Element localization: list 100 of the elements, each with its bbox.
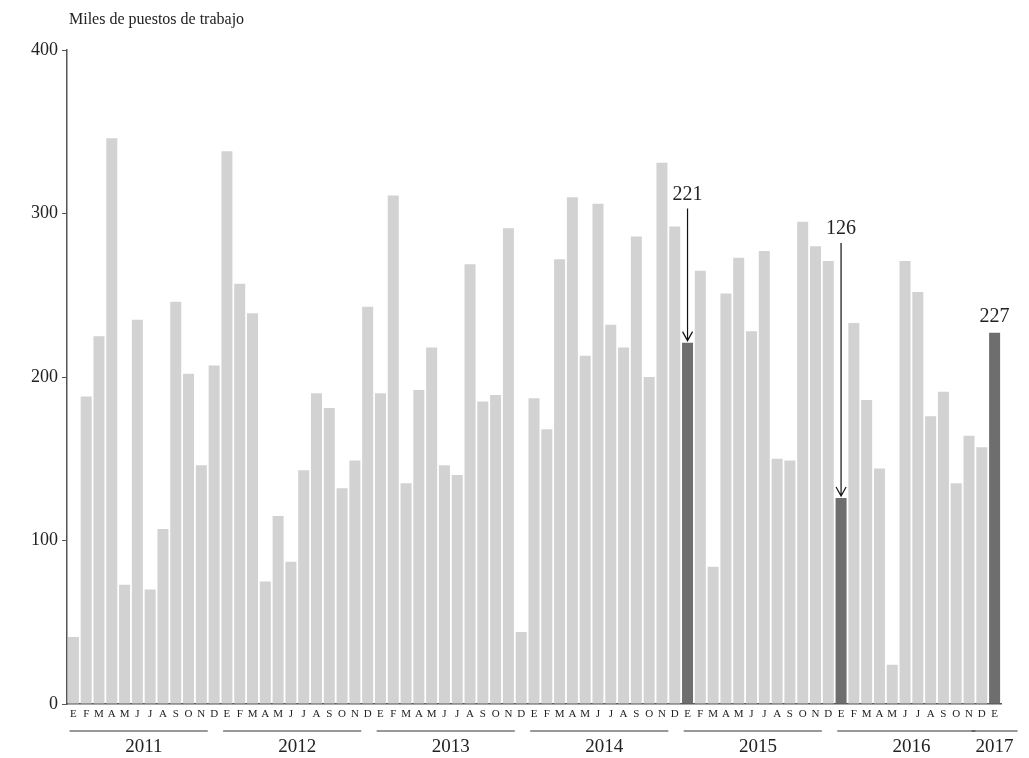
x-tick-label: D <box>824 707 833 720</box>
x-tick-label: J <box>595 707 601 720</box>
bar <box>950 483 962 704</box>
y-axis-title: Miles de puestos de trabajo <box>69 10 245 29</box>
bar <box>374 393 386 704</box>
x-tick-label: D <box>977 707 986 720</box>
x-tick-label: J <box>135 707 141 720</box>
y-tick-label: 100 <box>31 529 58 550</box>
bar <box>873 468 885 704</box>
y-tick-label: 0 <box>49 692 58 713</box>
bar <box>809 246 821 704</box>
x-tick-label: M <box>887 707 898 720</box>
text: 2015 <box>738 734 777 756</box>
x-tick-label: N <box>197 707 206 720</box>
x-tick-label: A <box>261 707 270 720</box>
bar <box>682 342 694 704</box>
x-tick-label: O <box>338 707 347 720</box>
bar <box>502 228 514 704</box>
text: 2014 <box>585 734 624 756</box>
x-tick-label: S <box>786 707 793 720</box>
x-tick-label: A <box>773 707 782 720</box>
bar <box>989 332 1001 704</box>
x-tick-label: J <box>915 707 921 720</box>
x-tick-label: J <box>902 707 908 720</box>
x-tick-label: S <box>326 707 333 720</box>
bar <box>746 331 758 704</box>
bar <box>758 251 770 704</box>
bar <box>886 664 898 704</box>
x-tick-label: M <box>119 707 130 720</box>
x-tick-label: E <box>223 707 231 720</box>
bar <box>605 324 617 704</box>
x-tick-label: E <box>837 707 845 720</box>
bar <box>937 391 949 704</box>
bar <box>630 236 642 704</box>
x-tick-label: E <box>991 707 999 720</box>
x-tick-label: F <box>543 707 550 720</box>
bar <box>67 636 79 704</box>
x-tick-label: D <box>517 707 526 720</box>
x-tick-label: N <box>504 707 513 720</box>
x-tick-label: E <box>70 707 78 720</box>
x-tick-label: F <box>697 707 704 720</box>
bar <box>323 408 335 704</box>
x-tick-label: M <box>247 707 258 720</box>
bar <box>861 399 873 704</box>
x-tick-label: O <box>798 707 807 720</box>
x-tick-label: J <box>288 707 294 720</box>
y-tick-label: 300 <box>31 202 58 223</box>
bar <box>554 259 566 704</box>
x-tick-label: E <box>377 707 385 720</box>
x-tick-label: F <box>236 707 243 720</box>
bar <box>247 313 259 704</box>
bar <box>183 373 195 704</box>
x-tick-label: A <box>312 707 321 720</box>
x-tick-label: O <box>491 707 500 720</box>
bar <box>438 465 450 704</box>
x-tick-label: J <box>148 707 154 720</box>
x-tick-label: J <box>749 707 755 720</box>
x-tick-label: J <box>608 707 614 720</box>
x-tick-label: F <box>850 707 857 720</box>
data-label: 221 <box>672 181 703 204</box>
x-tick-label: J <box>762 707 768 720</box>
bar <box>234 283 246 704</box>
y-tick-label: 400 <box>31 38 58 59</box>
x-tick-label: D <box>363 707 372 720</box>
x-tick-label: M <box>554 707 565 720</box>
x-tick-label: F <box>390 707 397 720</box>
text: 2011 <box>125 734 163 756</box>
x-tick-label: O <box>184 707 193 720</box>
bar <box>170 301 182 704</box>
bar <box>387 195 399 704</box>
x-tick-label: S <box>172 707 179 720</box>
bar <box>310 393 322 704</box>
data-label: 126 <box>826 216 857 239</box>
bar <box>835 497 847 704</box>
bar <box>694 270 706 704</box>
text: 2017 <box>975 734 1014 756</box>
x-tick-label: D <box>210 707 219 720</box>
bar <box>490 394 502 704</box>
bar <box>566 197 578 704</box>
x-tick-label: M <box>580 707 591 720</box>
x-tick-label: O <box>952 707 961 720</box>
x-tick-label: A <box>158 707 167 720</box>
bar <box>848 323 860 704</box>
bar <box>669 226 681 704</box>
x-tick-label: J <box>301 707 307 720</box>
x-tick-label: N <box>811 707 820 720</box>
x-tick-label: F <box>83 707 90 720</box>
x-tick-label: D <box>670 707 679 720</box>
bar <box>298 470 310 704</box>
x-tick-label: N <box>350 707 359 720</box>
x-tick-label: A <box>619 707 628 720</box>
x-tick-label: M <box>733 707 744 720</box>
x-tick-label: S <box>940 707 947 720</box>
x-tick-label: A <box>466 707 475 720</box>
bar <box>131 319 143 704</box>
bar <box>106 138 118 704</box>
bar <box>925 416 937 704</box>
x-tick-label: N <box>657 707 666 720</box>
x-tick-label: M <box>426 707 437 720</box>
x-tick-label: A <box>926 707 935 720</box>
